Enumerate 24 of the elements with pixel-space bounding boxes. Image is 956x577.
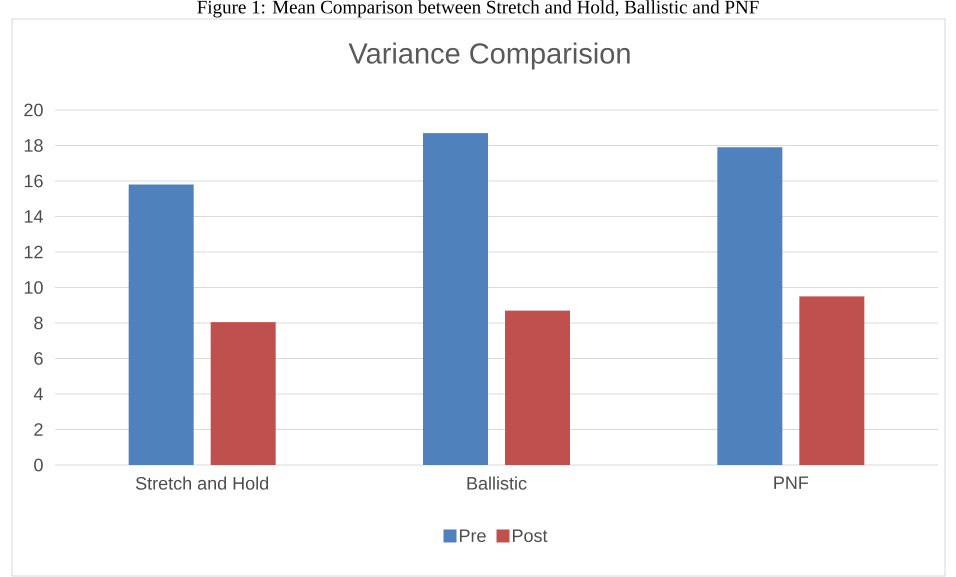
y-tick-label: 10 [24,281,43,294]
bar [128,184,194,465]
bar [210,322,276,465]
y-tick-label: 4 [34,388,43,400]
bar [423,133,488,465]
legend-label: Post [512,530,548,542]
y-tick-label: 6 [34,352,43,365]
x-tick-label: Ballistic [467,476,527,490]
legend-label: Pre [460,530,486,542]
y-tick-label: 18 [24,139,43,152]
x-tick-label: Stretch and Hold [136,476,268,490]
chart-title: Variance Comparision [348,42,630,70]
y-tick-label: 16 [24,174,43,188]
y-tick-label: 20 [24,104,43,116]
y-tick-label: 8 [34,316,43,330]
bar [717,147,782,465]
y-tick-label: 12 [24,246,43,258]
x-tick-label: PNF [774,476,808,489]
y-tick-label: 0 [34,458,43,472]
bar [799,296,864,465]
bar [505,310,570,465]
caption: Figure 1: Mean Comparison between Stretch and Hold, Ballistic and PNF [197,0,759,18]
y-tick-label: 14 [24,210,43,223]
y-tick-label: 2 [34,423,43,436]
